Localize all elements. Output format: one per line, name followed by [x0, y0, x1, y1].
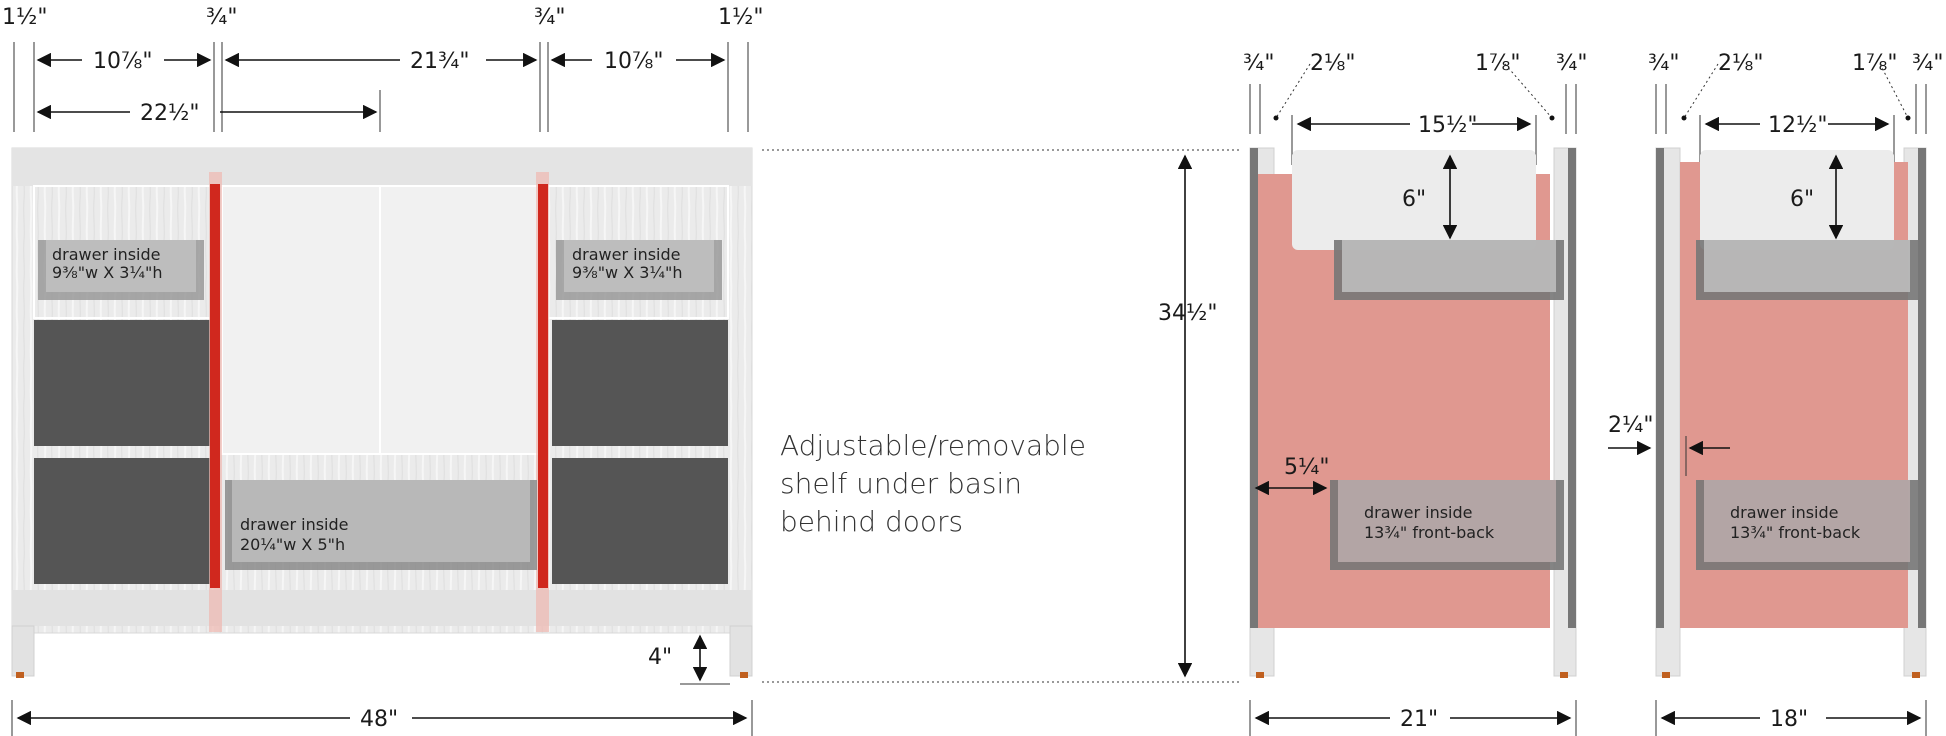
- svg-text:drawer inside: drawer inside: [1730, 503, 1839, 522]
- svg-text:behind doors: behind doors: [780, 505, 963, 538]
- dim-toe-kick: 4": [648, 645, 672, 670]
- svg-text:21": 21": [1400, 707, 1438, 732]
- svg-text:34½": 34½": [1158, 301, 1217, 326]
- right-door: [379, 185, 541, 455]
- front-view: 1½" ¾" ¾" 1½" 10⅞" 21¾" 10⅞" 22½": [2, 5, 763, 736]
- dim-divider-right: ¾": [534, 5, 565, 30]
- svg-text:Adjustable/removable: Adjustable/removable: [780, 429, 1086, 462]
- svg-text:6": 6": [1402, 187, 1426, 212]
- drawer-front-left-2: [34, 458, 210, 584]
- svg-text:9⅜"w X 3¼"h: 9⅜"w X 3¼"h: [572, 263, 682, 282]
- svg-text:6": 6": [1790, 187, 1814, 212]
- svg-text:5¼": 5¼": [1284, 455, 1329, 480]
- svg-text:drawer inside: drawer inside: [240, 515, 349, 534]
- svg-text:¾": ¾": [1912, 51, 1943, 76]
- svg-text:12½": 12½": [1768, 113, 1827, 138]
- svg-text:2⅛": 2⅛": [1718, 51, 1763, 76]
- svg-text:¾": ¾": [1648, 51, 1679, 76]
- svg-text:1⅞": 1⅞": [1475, 51, 1520, 76]
- dim-half-width: 22½": [140, 101, 199, 126]
- shelf-note: Adjustable/removable shelf under basin b…: [780, 429, 1086, 538]
- dim-side-left: 1½": [2, 5, 47, 30]
- drawer-front-left-1: [34, 320, 210, 446]
- svg-text:¾": ¾": [1556, 51, 1587, 76]
- drawer-front-right-2: [552, 458, 728, 584]
- svg-text:13¾" front-back: 13¾" front-back: [1364, 523, 1495, 542]
- drawer-inside-top-right: drawer inside 9⅜"w X 3¼"h: [556, 240, 722, 300]
- svg-text:drawer inside: drawer inside: [572, 245, 681, 264]
- svg-text:18": 18": [1770, 707, 1808, 732]
- dim-bay-center: 21¾": [410, 49, 469, 74]
- dim-side-right: 1½": [718, 5, 763, 30]
- height-dimension: 34½": [762, 149, 1240, 683]
- side-view-21: ¾" 2⅛" 1⅞" ¾" 15½" drawer inside 13¾" fr…: [1243, 51, 1587, 736]
- svg-text:9⅜"w X 3¼"h: 9⅜"w X 3¼"h: [52, 263, 162, 282]
- svg-text:15½": 15½": [1418, 113, 1477, 138]
- svg-text:2¼": 2¼": [1608, 413, 1653, 438]
- divider-right: [538, 184, 548, 588]
- dim-bay-left: 10⅞": [93, 49, 152, 74]
- drawer-front-right-1: [552, 320, 728, 446]
- dim-divider-left: ¾": [206, 5, 237, 30]
- svg-text:drawer inside: drawer inside: [52, 245, 161, 264]
- dim-bay-right: 10⅞": [604, 49, 663, 74]
- divider-left: [210, 184, 220, 588]
- svg-text:20¼"w X 5"h: 20¼"w X 5"h: [240, 535, 345, 554]
- svg-text:13¾" front-back: 13¾" front-back: [1730, 523, 1861, 542]
- svg-text:2⅛": 2⅛": [1310, 51, 1355, 76]
- drawer-inside-bottom-center: drawer inside 20¼"w X 5"h: [225, 480, 537, 570]
- svg-text:shelf under basin: shelf under basin: [780, 467, 1022, 500]
- side-view-18: ¾" 2⅛" 1⅞" ¾" 12½" drawer inside 13¾" fr…: [1608, 51, 1943, 736]
- svg-text:¾": ¾": [1243, 51, 1274, 76]
- left-door: [221, 185, 381, 455]
- svg-text:drawer inside: drawer inside: [1364, 503, 1473, 522]
- drawer-inside-top-left: drawer inside 9⅜"w X 3¼"h: [38, 240, 204, 300]
- dim-total-width: 48": [360, 707, 398, 732]
- svg-text:1⅞": 1⅞": [1852, 51, 1897, 76]
